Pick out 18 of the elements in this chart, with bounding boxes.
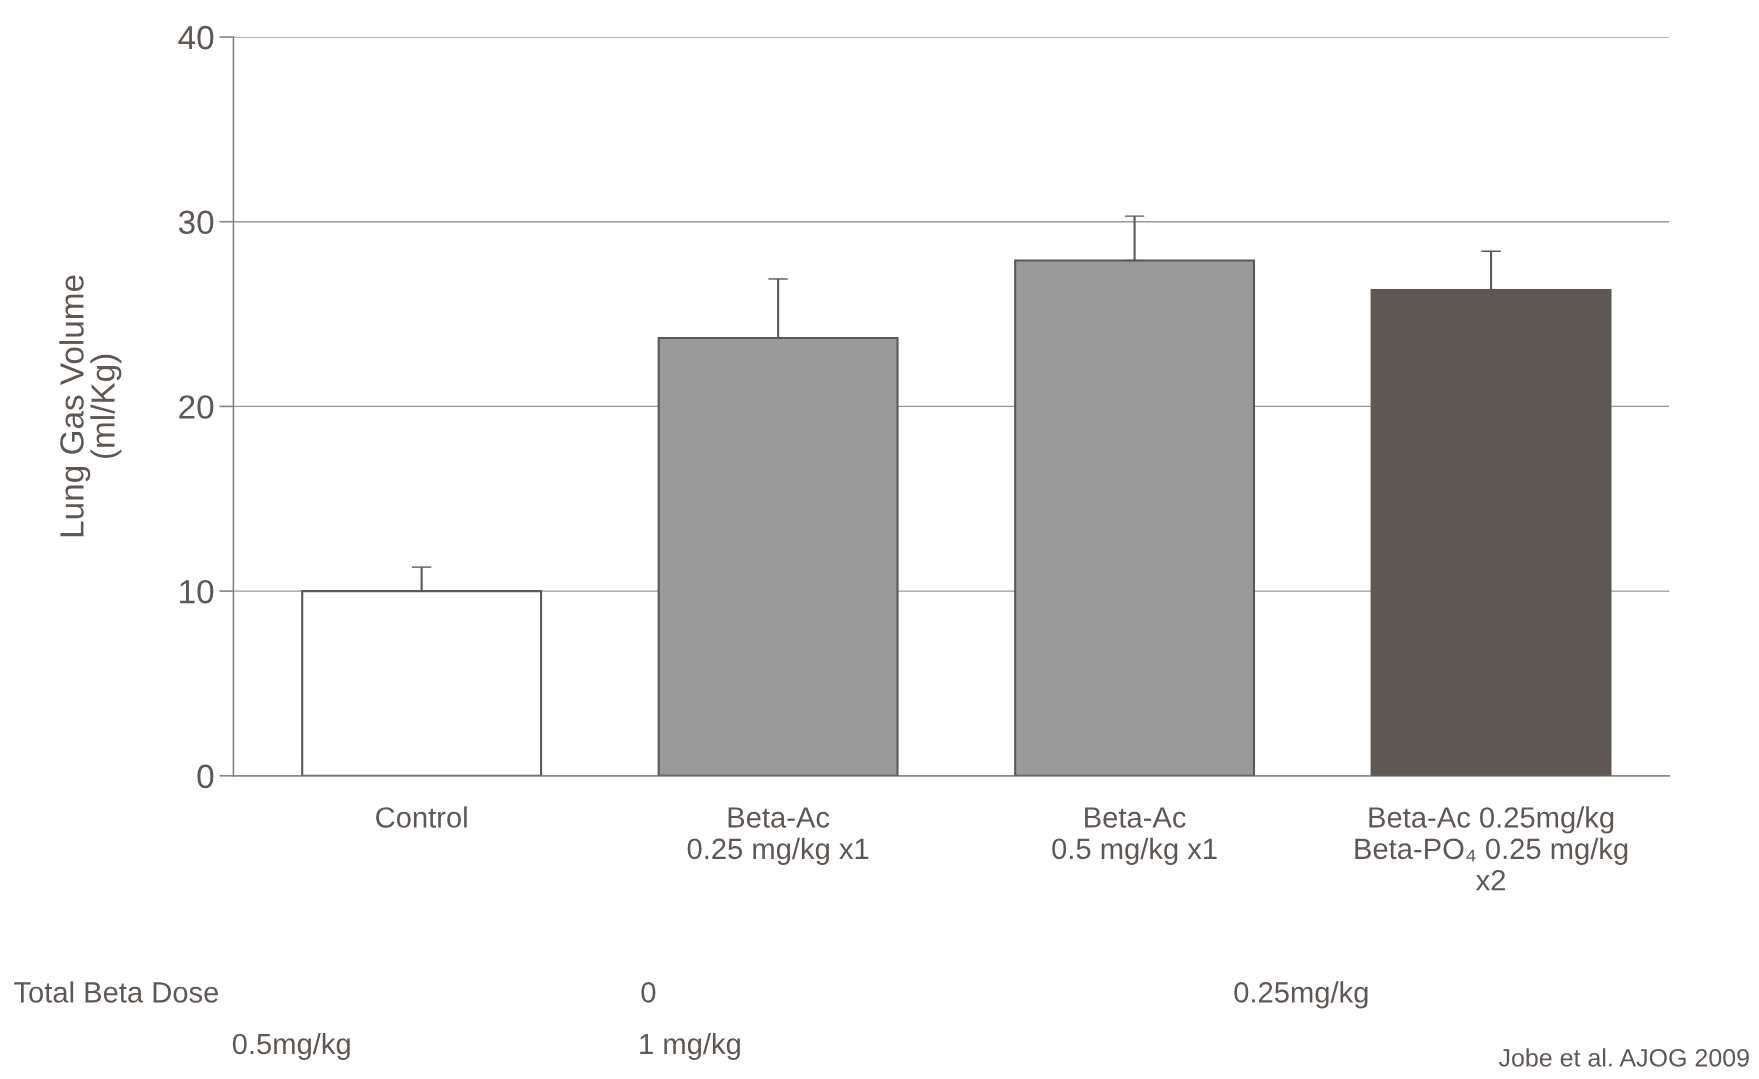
text: 0 (641, 982, 656, 1003)
x-tick-label: Control (376, 806, 467, 828)
text: Jobe et al. AJOG 2009 (1498, 1048, 1749, 1067)
text: 0.25mg/kg (1234, 981, 1368, 1009)
y-tick-label: 0 (197, 764, 214, 789)
text: 1 mg/kg (640, 1032, 740, 1061)
x-tick-label: Beta-Ac 0.25mg/kg Beta-PO₄ 0.25 mg/kg x2 (1355, 806, 1628, 891)
x-tick-label: Beta-Ac 0.25 mg/kg x1 (687, 807, 869, 865)
y-tick-label: 20 (179, 395, 214, 419)
text: Total Beta Dose (14, 981, 219, 1003)
text: 0.5mg/kg (232, 1032, 350, 1061)
y-tick-label: 10 (180, 579, 214, 604)
y-axis-title: Lung Gas Volume (ml/Kg) (59, 275, 122, 537)
bar (301, 590, 543, 776)
y-tick-label: 40 (178, 25, 214, 50)
y-tick-label: 30 (178, 210, 214, 235)
bar (1370, 289, 1612, 776)
x-tick-label: Beta-Ac 0.5 mg/kg x1 (1052, 807, 1217, 865)
